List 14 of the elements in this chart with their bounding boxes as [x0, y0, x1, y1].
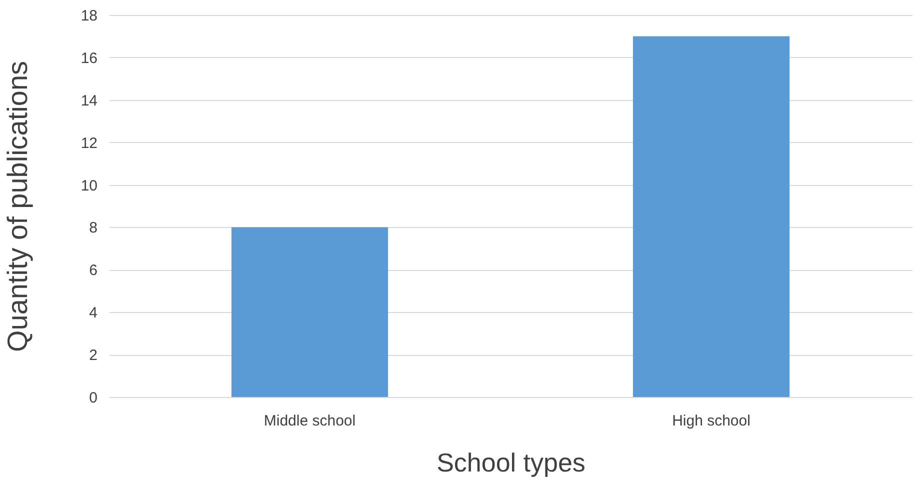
y-axis-title: Quantity of publications: [2, 60, 33, 352]
y-tick-label: 8: [89, 220, 98, 237]
y-tick-label: 18: [80, 8, 98, 24]
y-tick-label: 2: [89, 347, 98, 364]
x-axis-title: School types: [436, 448, 586, 478]
y-tick-label: 6: [89, 262, 98, 280]
y-tick-label: 4: [89, 304, 98, 322]
x-tick-label: High school: [672, 412, 750, 430]
y-tick-label: 0: [89, 390, 98, 406]
x-tick-label: Middle school: [264, 412, 356, 430]
y-tick-label: 16: [80, 50, 98, 67]
y-tick-label: 12: [80, 134, 98, 152]
y-tick-label: 10: [80, 177, 98, 194]
y-tick-label: 14: [80, 92, 98, 110]
